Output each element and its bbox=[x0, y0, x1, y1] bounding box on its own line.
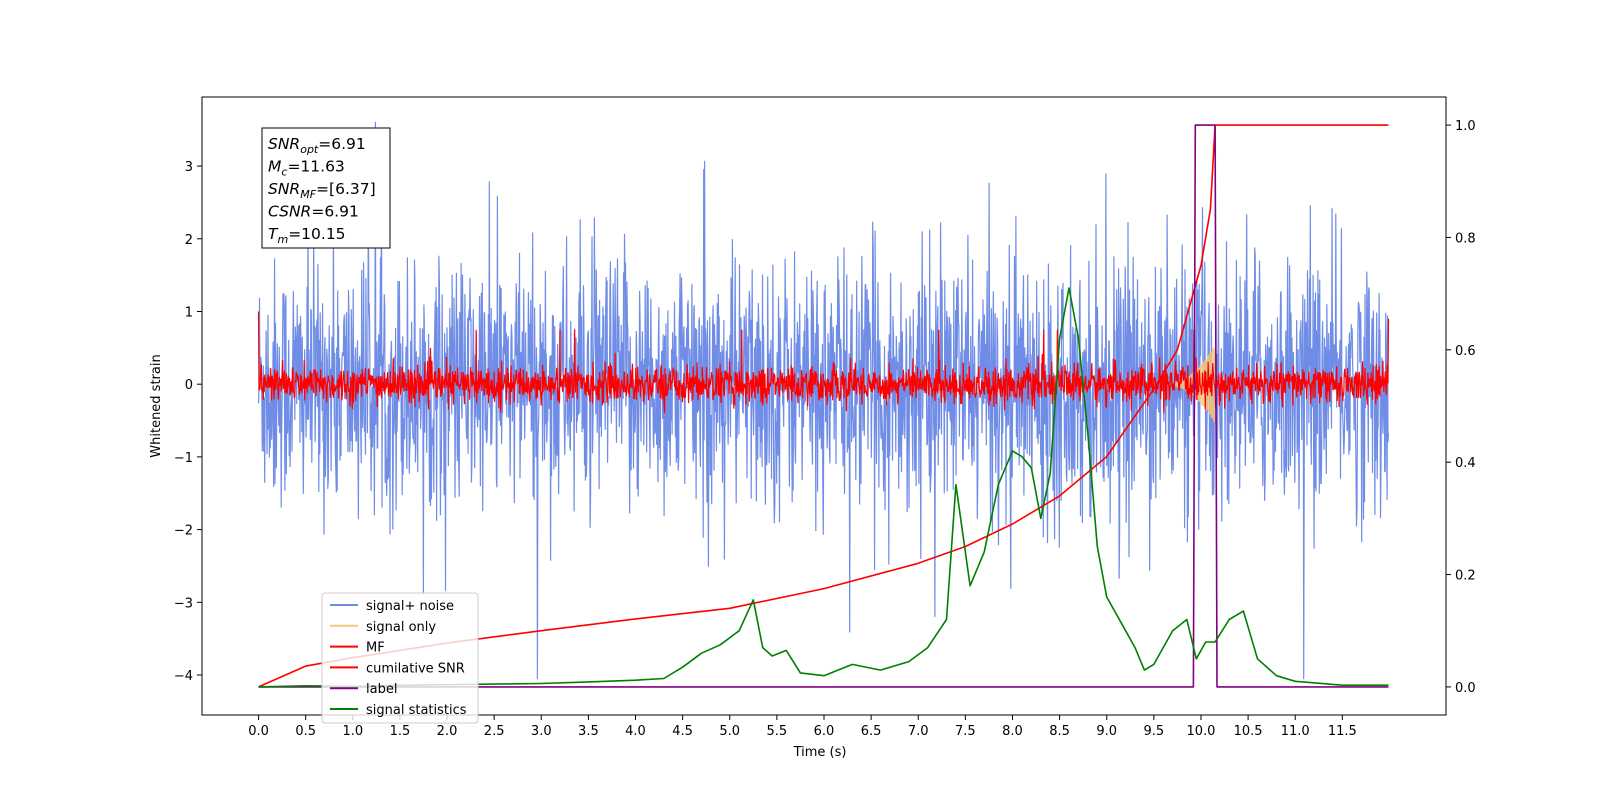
legend: signal+ noise signal only MF cumilative SNR… bbox=[321, 592, 479, 724]
x-tick-label: 10.0 bbox=[1186, 724, 1215, 739]
legend-label: signal only bbox=[366, 620, 436, 635]
x-tick-label: 9.5 bbox=[1144, 724, 1165, 739]
annotation-line: SNRopt=6.91 bbox=[268, 135, 366, 156]
series-signal-noise bbox=[257, 121, 1390, 680]
legend-label: signal statistics bbox=[366, 703, 467, 718]
y-left-tick-label: −2 bbox=[174, 524, 193, 539]
x-tick-label: 11.5 bbox=[1328, 724, 1357, 739]
x-tick-label: 2.5 bbox=[484, 724, 505, 739]
y-right-tick-label: 0.4 bbox=[1455, 456, 1476, 471]
x-tick-label: 10.5 bbox=[1234, 724, 1263, 739]
y-axis-right: 1.0 0.8 0.6 0.4 0.2 0.0 bbox=[1446, 119, 1476, 696]
y-left-tick-label: 3 bbox=[185, 160, 193, 175]
x-tick-label: 4.5 bbox=[672, 724, 693, 739]
x-tick-label: 0.0 bbox=[248, 724, 269, 739]
x-tick-label: 3.0 bbox=[531, 724, 552, 739]
y-right-tick-label: 0.8 bbox=[1455, 231, 1476, 246]
x-tick-label: 1.0 bbox=[342, 724, 363, 739]
x-tick-label: 8.0 bbox=[1002, 724, 1023, 739]
annotation-line: Mc=11.63 bbox=[268, 158, 345, 179]
annotation-line: Tm=10.15 bbox=[268, 225, 346, 246]
y-right-tick-label: 1.0 bbox=[1455, 119, 1476, 134]
x-tick-label: 1.5 bbox=[390, 724, 411, 739]
x-axis-label: Time (s) bbox=[793, 745, 847, 760]
y-right-tick-label: 0.2 bbox=[1455, 569, 1476, 584]
series-mf bbox=[257, 311, 1390, 414]
legend-label: label bbox=[366, 682, 397, 697]
legend-frame bbox=[321, 592, 479, 724]
y-axis-label-left: Whitened strain bbox=[149, 354, 164, 457]
x-tick-label: 7.0 bbox=[908, 724, 929, 739]
y-left-tick-label: 1 bbox=[185, 305, 193, 320]
x-tick-label: 8.5 bbox=[1049, 724, 1070, 739]
x-tick-label: 6.0 bbox=[814, 724, 835, 739]
x-tick-label: 7.5 bbox=[955, 724, 976, 739]
x-tick-label: 6.5 bbox=[861, 724, 882, 739]
y-left-tick-label: 0 bbox=[185, 378, 193, 393]
y-left-tick-label: −1 bbox=[174, 451, 193, 466]
legend-label: MF bbox=[366, 641, 385, 656]
y-right-tick-label: 0.6 bbox=[1455, 344, 1476, 359]
x-tick-label: 0.5 bbox=[295, 724, 316, 739]
annotation-line: CSNR=6.91 bbox=[268, 203, 359, 221]
y-left-tick-label: −3 bbox=[174, 596, 193, 611]
x-tick-label: 5.5 bbox=[767, 724, 788, 739]
x-axis: 0.0 0.5 1.0 1.5 2.0 2.5 3.0 3.5 4.0 4.5 5.0 5.5 6.0 6… bbox=[248, 715, 1357, 739]
y-right-tick-label: 0.0 bbox=[1455, 681, 1476, 696]
y-left-tick-label: 2 bbox=[185, 233, 193, 248]
legend-label: cumilative SNR bbox=[366, 661, 465, 676]
legend-label: signal+ noise bbox=[366, 599, 454, 614]
y-axis-left: 3 2 1 0 −1 −2 −3 −4 bbox=[174, 160, 202, 684]
series-signal-statistics bbox=[258, 287, 1389, 688]
x-tick-label: 9.0 bbox=[1096, 724, 1117, 739]
annotation-frame bbox=[261, 127, 391, 249]
x-tick-label: 4.0 bbox=[625, 724, 646, 739]
annotation-line: SNRMF=[6.37] bbox=[268, 180, 376, 201]
series-label bbox=[258, 124, 1389, 688]
x-tick-label: 11.0 bbox=[1281, 724, 1310, 739]
x-tick-label: 3.5 bbox=[578, 724, 599, 739]
x-tick-label: 5.0 bbox=[719, 724, 740, 739]
y-left-tick-label: −4 bbox=[174, 669, 193, 684]
x-tick-label: 2.0 bbox=[437, 724, 458, 739]
